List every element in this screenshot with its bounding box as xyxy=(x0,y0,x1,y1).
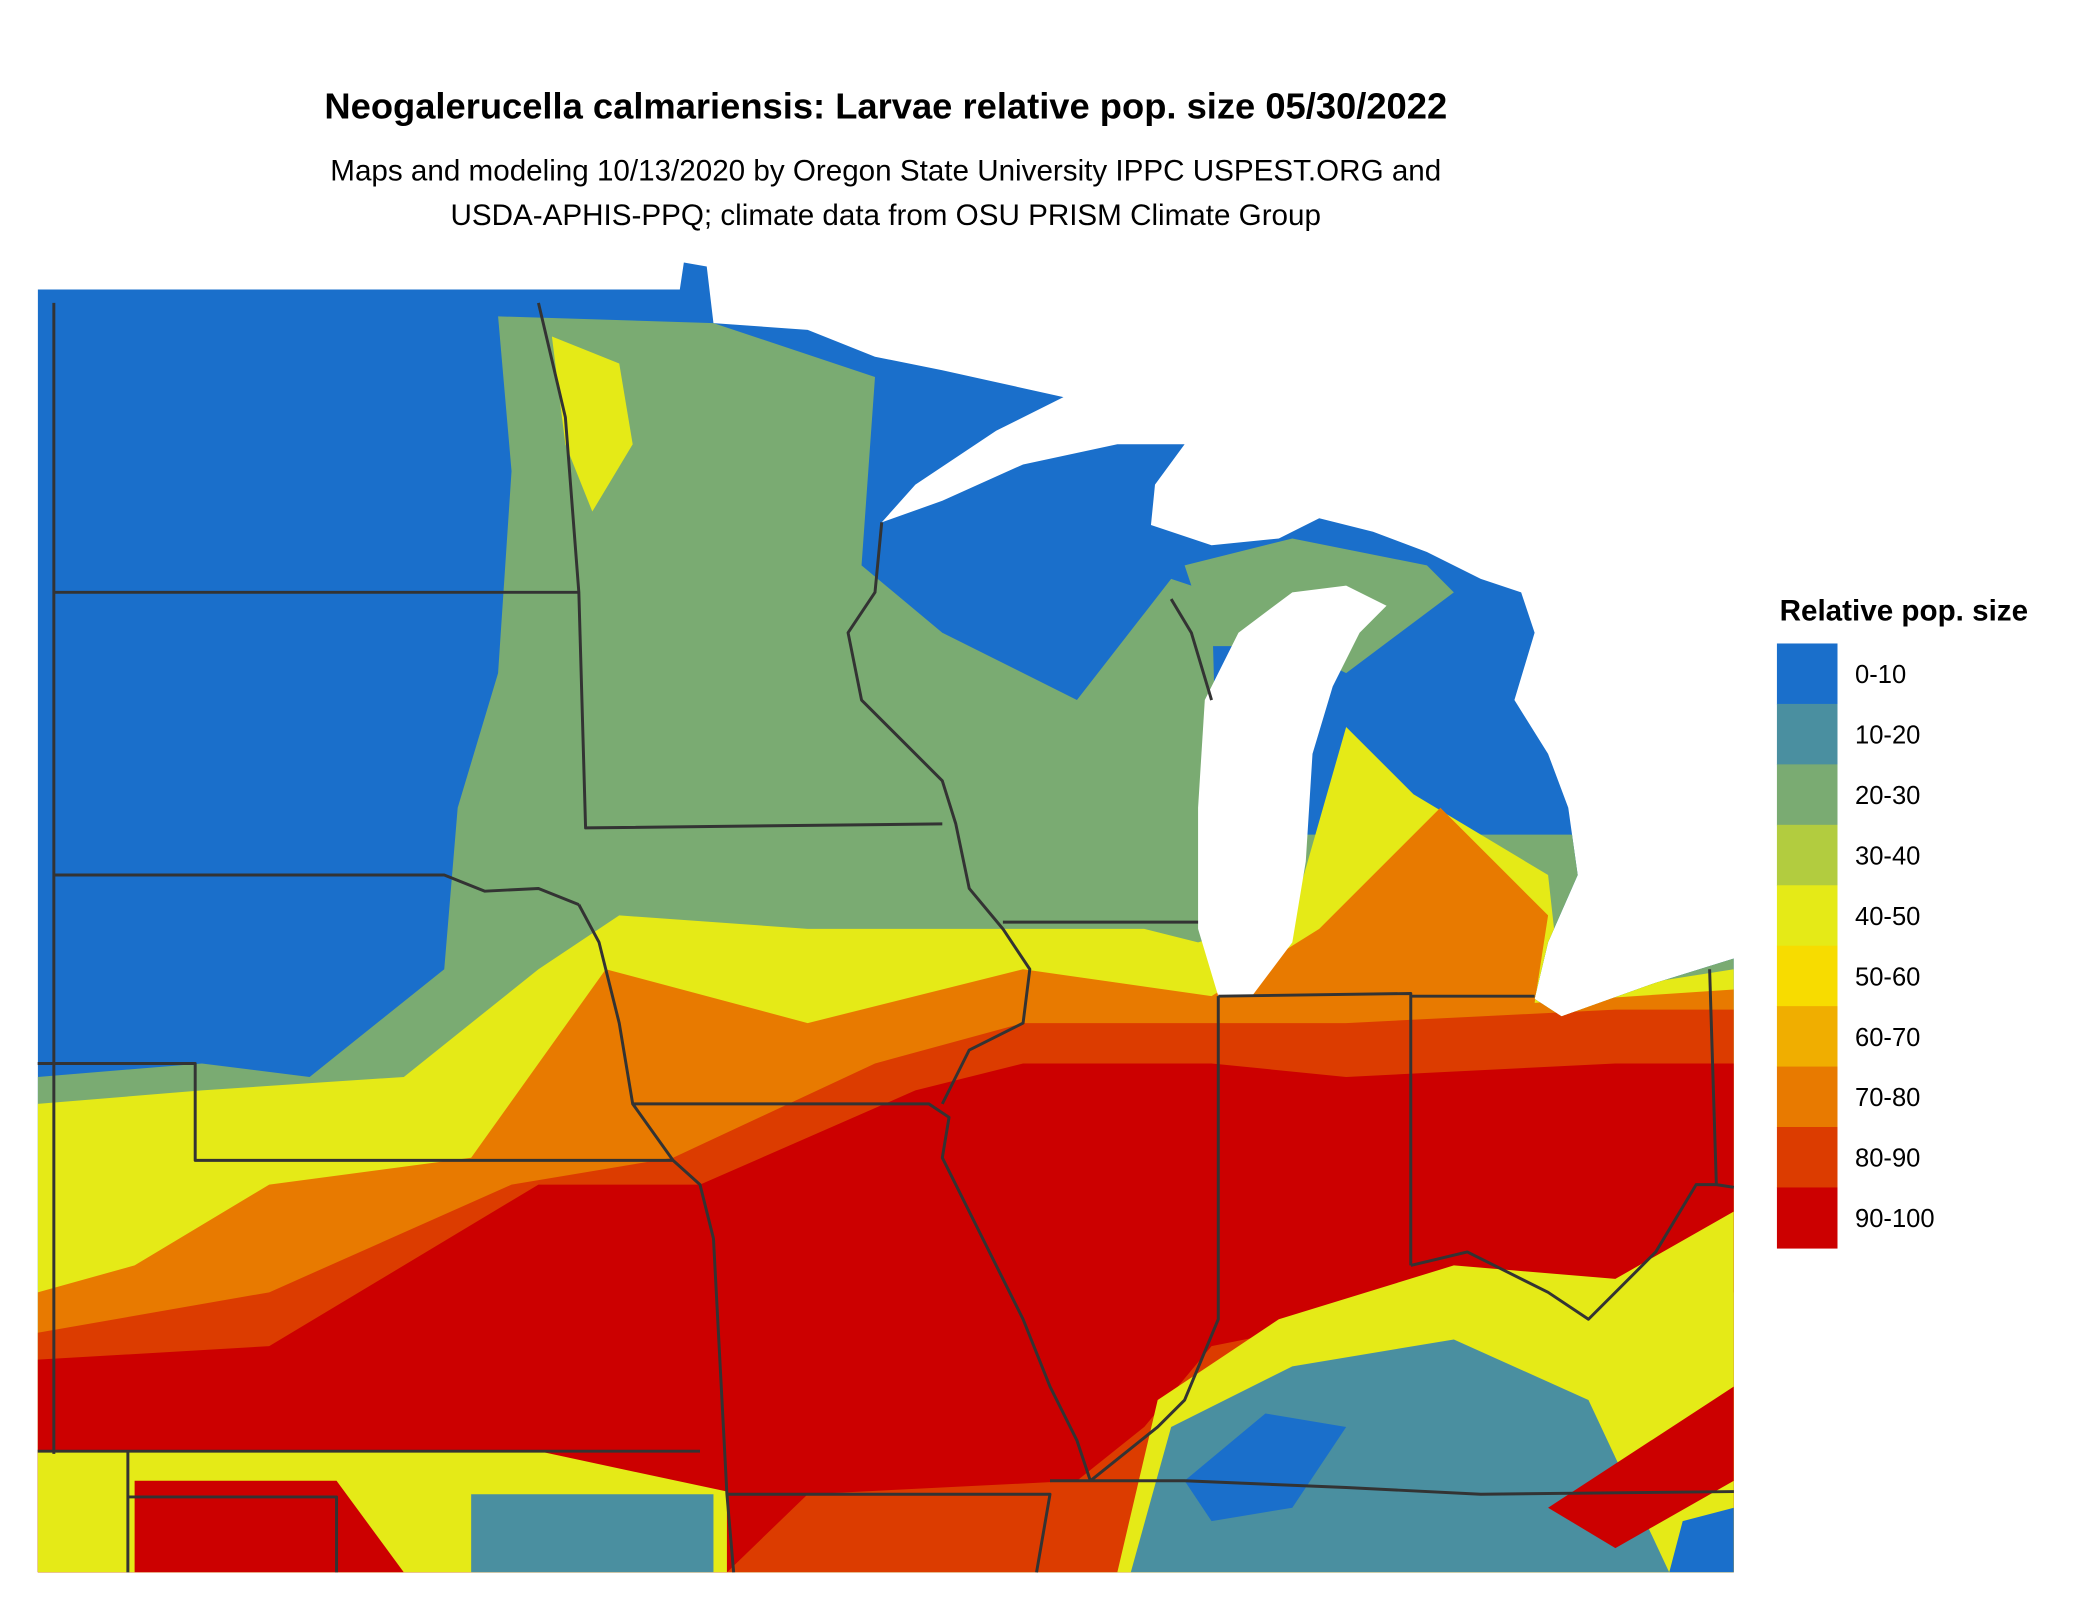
legend-swatch xyxy=(1776,824,1838,886)
zone xyxy=(1548,1386,1734,1549)
legend-label: 60-70 xyxy=(1855,1024,1920,1052)
legend-label: 40-50 xyxy=(1855,903,1920,931)
state-boundaries xyxy=(37,302,1735,1573)
legend-label: 0-10 xyxy=(1855,661,1906,689)
legend-swatch xyxy=(1776,1066,1838,1128)
zone xyxy=(471,1494,714,1573)
lake xyxy=(1198,585,1387,997)
legend: 0-10 10-20 20-30 30-40 40-50 50-60 60-70 70-80 8… xyxy=(1776,643,1935,1249)
legend-swatch xyxy=(1776,643,1838,705)
legend-title: Relative pop. size xyxy=(1780,595,2028,628)
zone xyxy=(1669,1507,1734,1573)
legend-label: 50-60 xyxy=(1855,963,1920,991)
legend-label: 80-90 xyxy=(1855,1145,1920,1173)
legend-label: 30-40 xyxy=(1855,842,1920,870)
legend-label: 70-80 xyxy=(1855,1084,1920,1112)
legend-swatch xyxy=(1776,1127,1838,1189)
subtitle-line: USDA-APHIS-PPQ; climate data from OSU PR… xyxy=(451,199,1321,232)
zone xyxy=(551,336,633,512)
zone xyxy=(37,1063,1734,1573)
legend-swatch xyxy=(1776,885,1838,947)
legend-label: 90-100 xyxy=(1855,1205,1935,1233)
zone xyxy=(1130,1339,1670,1573)
zone xyxy=(1184,1413,1347,1522)
legend-swatch xyxy=(1776,703,1838,766)
legend-swatch xyxy=(1776,1187,1838,1249)
subtitle-line: Maps and modeling 10/13/2020 by Oregon S… xyxy=(330,154,1441,187)
legend-label: 10-20 xyxy=(1855,722,1920,750)
legend-swatch xyxy=(1776,1006,1838,1068)
legend-label: 20-30 xyxy=(1855,782,1920,810)
legend-swatch xyxy=(1776,764,1838,826)
title: Neogalerucella calmariensis: Larvae rela… xyxy=(324,85,1447,126)
legend-swatch xyxy=(1776,945,1838,1007)
